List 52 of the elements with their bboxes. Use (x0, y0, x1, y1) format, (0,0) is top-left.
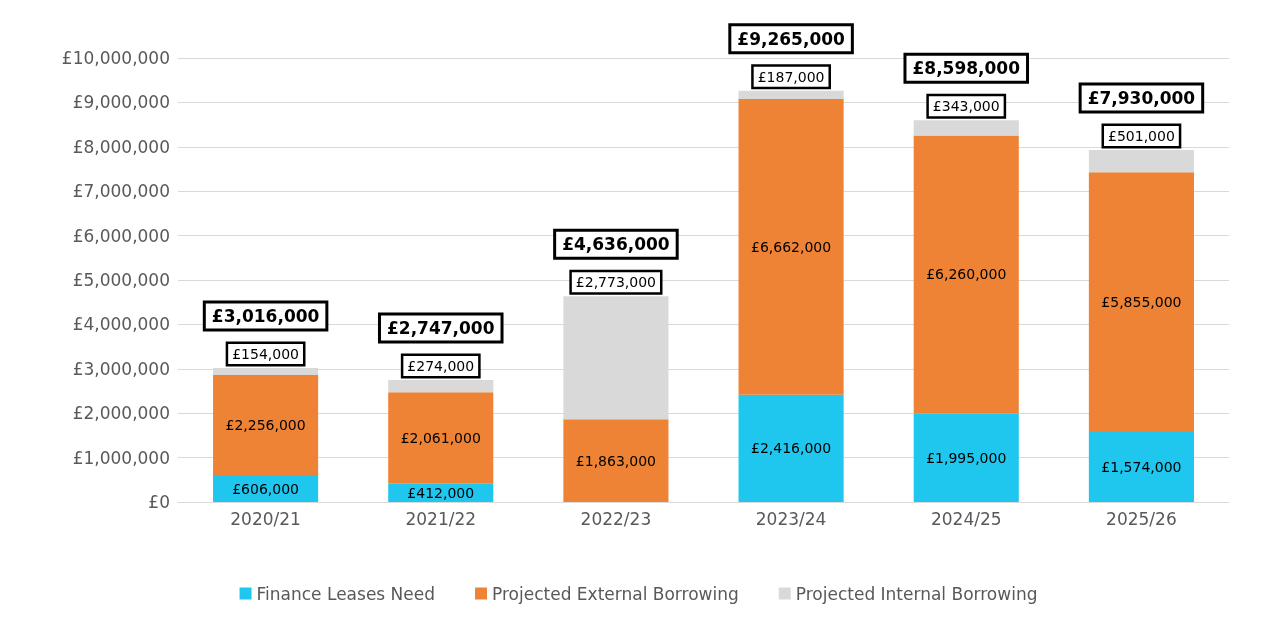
y-tick-label: £10,000,000 (61, 48, 170, 68)
data-label: £1,995,000 (926, 449, 1007, 466)
total-label: £2,747,000 (386, 318, 495, 339)
bar (738, 394, 844, 502)
total-label: £8,598,000 (912, 58, 1021, 79)
data-label: £6,662,000 (751, 238, 832, 255)
y-tick-label: £2,000,000 (72, 403, 170, 424)
data-label: £2,061,000 (400, 429, 481, 446)
data-label: £2,416,000 (751, 440, 832, 457)
x-tick-label: 2021/22 (405, 508, 477, 529)
data-label: £606,000 (232, 480, 299, 497)
legend-label: Finance Leases Need (256, 583, 436, 604)
y-tick-label: £0 (148, 492, 170, 512)
legend-label: Projected External Borrowing (492, 583, 739, 604)
y-tick-label: £4,000,000 (72, 314, 170, 335)
bar (913, 135, 1019, 414)
x-tick-label: 2025/26 (1106, 508, 1177, 529)
total-label: £3,016,000 (211, 306, 320, 327)
data-label: £274,000 (407, 358, 475, 375)
data-label: £412,000 (407, 484, 475, 501)
total-label: £9,265,000 (737, 28, 846, 49)
bar (1088, 432, 1194, 502)
data-label: £343,000 (932, 98, 1000, 115)
data-label: £501,000 (1108, 127, 1175, 144)
data-label: £1,863,000 (575, 452, 656, 469)
total-label: £7,930,000 (1087, 87, 1196, 108)
y-tick-label: £5,000,000 (72, 270, 170, 290)
bar (738, 98, 844, 395)
x-tick-label: 2020/21 (230, 508, 301, 529)
x-tick-label: 2022/23 (580, 508, 652, 529)
total-label: £4,636,000 (562, 234, 670, 255)
bar (213, 374, 319, 476)
y-tick-label: £7,000,000 (72, 181, 170, 202)
bar (1088, 172, 1194, 433)
data-label: £1,574,000 (1101, 459, 1182, 476)
data-label: £5,855,000 (1101, 294, 1182, 311)
data-label: £2,773,000 (575, 274, 656, 291)
data-label: £6,260,000 (926, 266, 1007, 283)
data-label: £2,256,000 (225, 417, 306, 434)
bar (388, 392, 494, 484)
x-tick-label: 2023/24 (755, 508, 827, 529)
y-tick-label: £8,000,000 (72, 136, 170, 157)
bar (563, 419, 669, 502)
data-label: £187,000 (757, 68, 825, 85)
bar (913, 413, 1019, 502)
y-tick-label: £1,000,000 (72, 447, 170, 468)
legend-label: Projected Internal Borrowing (795, 583, 1038, 604)
y-tick-label: £3,000,000 (72, 358, 170, 379)
x-tick-label: 2024/25 (930, 508, 1002, 529)
y-tick-label: £6,000,000 (72, 225, 170, 246)
y-tick-label: £9,000,000 (72, 92, 170, 113)
data-label: £154,000 (232, 346, 299, 363)
